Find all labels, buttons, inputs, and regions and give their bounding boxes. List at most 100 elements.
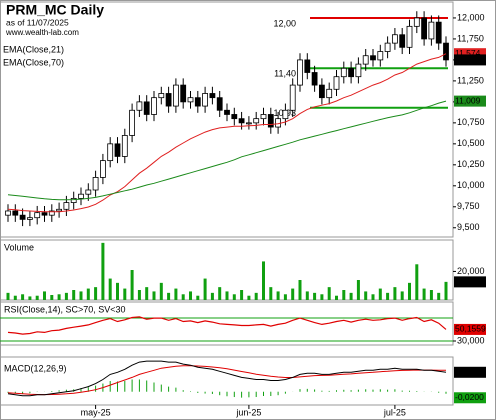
y-tick-label: 20,000 — [457, 266, 485, 276]
candle-body — [231, 114, 238, 120]
value-tag: 50,1559 — [455, 324, 486, 334]
candle-body — [216, 97, 223, 111]
volume-bar — [174, 288, 178, 300]
subtitle: as of 11/07/2025 — [6, 17, 69, 27]
value-tag: 0,1903 — [455, 367, 481, 377]
volume-bar — [159, 282, 163, 300]
value-tag: 12,691 — [455, 276, 481, 286]
candle-body — [362, 55, 369, 65]
candle-body — [253, 118, 260, 124]
candle-body — [318, 84, 325, 99]
candle-body — [421, 17, 428, 40]
candle-body — [406, 25, 413, 48]
candle-body — [377, 51, 384, 61]
candle-body — [26, 217, 33, 220]
volume-bar — [240, 290, 244, 300]
volume-bar — [57, 294, 61, 300]
panel-frame — [0, 356, 454, 406]
candle-body — [187, 97, 194, 103]
volume-bar — [408, 282, 411, 300]
volume-bar — [342, 290, 346, 300]
y-tick-label: 10,000 — [457, 180, 485, 190]
value-tag-bg — [454, 323, 486, 335]
volume-bar — [371, 294, 375, 300]
candle-body — [333, 76, 340, 90]
volume-bar — [218, 287, 222, 300]
signal-line — [7, 365, 447, 396]
volume-bar — [123, 288, 127, 300]
ema-line — [7, 53, 447, 213]
volume-bar — [298, 280, 302, 300]
candle-body — [391, 34, 398, 44]
panel-title: MACD(12,26,9) — [4, 363, 67, 373]
candle-body — [370, 55, 376, 61]
volume-bar — [6, 292, 10, 300]
candle-body — [297, 59, 303, 86]
volume-bar — [28, 296, 32, 300]
panel-frame — [0, 301, 454, 346]
candle-body — [260, 114, 267, 120]
candle-body — [443, 42, 449, 61]
candle-body — [289, 84, 296, 111]
y-tick-label: 11,250 — [457, 75, 484, 85]
candle-body — [143, 101, 150, 115]
value-tag-bg — [454, 392, 486, 404]
volume-bar — [101, 242, 105, 300]
candle-body — [92, 177, 99, 191]
volume-bar — [232, 294, 236, 300]
value-tag-bg — [454, 54, 486, 66]
candle-body — [340, 67, 347, 78]
candle-body — [194, 97, 201, 107]
candle-body — [129, 109, 136, 136]
volume-bar — [349, 292, 353, 300]
ema-line — [7, 100, 447, 201]
candle-body — [78, 193, 84, 199]
volume-bar — [203, 278, 207, 300]
candle-body — [63, 202, 70, 210]
volume-bar — [335, 295, 338, 300]
source: www.wealth-lab.com — [5, 28, 79, 37]
volume-bar — [429, 290, 433, 300]
volume-bar — [189, 291, 192, 300]
value-tag: -0,0200 — [455, 392, 484, 402]
candle-body — [85, 189, 92, 195]
candle-body — [267, 114, 274, 128]
volume-bar — [210, 292, 214, 300]
candle-body — [12, 210, 19, 216]
volume-bar — [262, 261, 265, 300]
x-tick-label: jul-25 — [383, 407, 406, 417]
volume-bar — [364, 291, 368, 300]
panel-title: RSI(Close,14), SC>70, SV<30 — [4, 304, 126, 314]
volume-bar — [116, 282, 119, 300]
candle-body — [121, 135, 128, 157]
candle-body — [202, 93, 209, 107]
candle-body — [348, 67, 355, 78]
candle-body — [70, 197, 77, 203]
y-tick-label: 30,000 — [457, 335, 485, 345]
volume-bar — [181, 294, 185, 300]
volume-bar — [86, 288, 90, 300]
y-tick-label: 10,250 — [457, 159, 485, 169]
volume-bar — [130, 270, 134, 300]
volume-bar — [437, 292, 441, 300]
value-tag-bg — [454, 48, 486, 60]
volume-bar — [327, 287, 331, 300]
value-tag: 11,574 — [455, 48, 481, 58]
candle-body — [326, 88, 333, 99]
candle-body — [136, 101, 143, 111]
volume-bar — [50, 295, 54, 300]
candle-body — [41, 212, 48, 216]
volume-bar — [21, 294, 25, 300]
volume-bar — [72, 290, 76, 300]
rsi-line — [7, 316, 447, 335]
value-tag: 11,009 — [455, 95, 481, 105]
x-tick-label: jun-25 — [235, 407, 261, 417]
volume-bar — [313, 292, 317, 300]
volume-bar — [378, 288, 382, 300]
y-tick-label: 10,500 — [457, 138, 485, 148]
candle-body — [224, 109, 230, 115]
volume-bar — [254, 292, 258, 300]
candle-body — [151, 97, 157, 115]
candle-body — [209, 93, 216, 99]
